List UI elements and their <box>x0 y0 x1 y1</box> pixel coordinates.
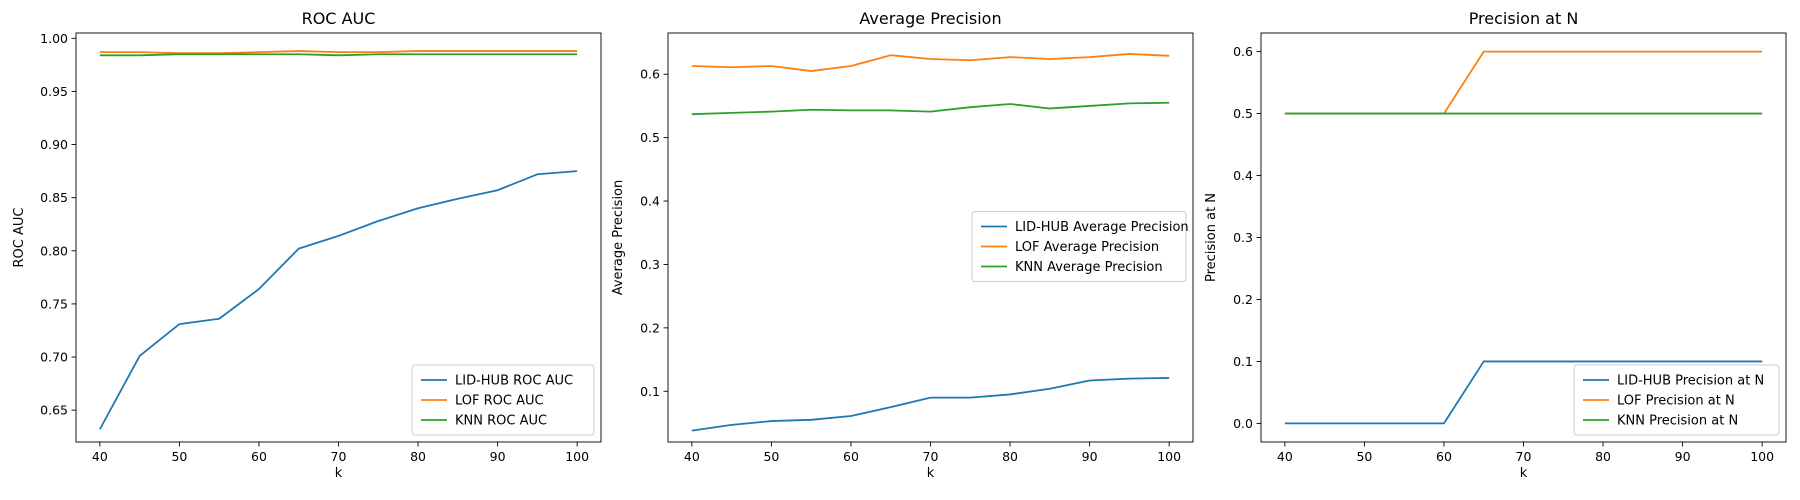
chart0-series-line-2 <box>99 53 578 57</box>
chart0-ytick-label: 0.75 <box>40 296 68 311</box>
chart2-xtick-label: 50 <box>1356 449 1372 464</box>
chart0-legend-label-2: KNN ROC AUC <box>455 414 547 429</box>
chart2-title: Precision at N <box>1469 9 1579 28</box>
chart0-axes-frame <box>75 32 602 443</box>
chart0-xtick-label: 80 <box>410 449 426 464</box>
chart1-ylabel: Average Precision <box>611 180 626 296</box>
chart0-xtick-label: 50 <box>171 449 187 464</box>
chart2-xtick-label: 100 <box>1750 449 1774 464</box>
chart1-xtick-label: 100 <box>1157 449 1181 464</box>
chart2-xtick-label: 70 <box>1516 449 1532 464</box>
chart0-xtick-label: 90 <box>490 449 506 464</box>
chart0-ytick-label: 0.90 <box>40 137 68 152</box>
chart1-ytick-label: 0.6 <box>640 67 660 82</box>
chart0-legend-label-1: LOF ROC AUC <box>455 394 544 409</box>
chart0-panel: ROC AUC 40 50 60 70 80 90 100 0.65 0.70 0.75 0.80 0.… <box>12 9 602 481</box>
chart1-xlabel: k <box>927 466 935 481</box>
chart2-xtick-label: 90 <box>1675 449 1691 464</box>
chart2-series-line-0 <box>1284 360 1763 425</box>
chart0-ylabel: ROC AUC <box>12 208 27 268</box>
chart2-legend-label-1: LOF Precision at N <box>1617 394 1735 409</box>
chart0-xtick-label: 40 <box>92 449 108 464</box>
chart0-xtick-label: 100 <box>565 449 589 464</box>
chart2-ytick-label: 0.6 <box>1233 44 1253 59</box>
chart2-xtick-label: 60 <box>1436 449 1452 464</box>
chart1-xtick-label: 90 <box>1082 449 1098 464</box>
chart1-series-line-2 <box>691 101 1170 116</box>
chart1-ytick-label: 0.4 <box>640 194 660 209</box>
chart0-xtick-label: 60 <box>251 449 267 464</box>
chart1-series-line-1 <box>691 53 1170 72</box>
chart1-legend-label-1: LOF Average Precision <box>1015 240 1159 255</box>
chart0-series-line-0 <box>99 170 578 430</box>
chart2-xlabel: k <box>1520 466 1528 481</box>
chart1-xtick-label: 60 <box>843 449 859 464</box>
chart0-legend: LID-HUB ROC AUC LOF ROC AUC KNN ROC AUC <box>411 364 595 436</box>
chart2-legend: LID-HUB Precision at N LOF Precision at N… <box>1573 364 1780 436</box>
chart0-legend-label-0: LID-HUB ROC AUC <box>455 374 573 389</box>
chart2-xtick-label: 40 <box>1277 449 1293 464</box>
chart2-ytick-label: 0.3 <box>1233 230 1253 245</box>
chart1-legend-label-0: LID-HUB Average Precision <box>1015 220 1189 235</box>
chart2-ytick-label: 0.0 <box>1233 416 1253 431</box>
chart1-xtick-label: 70 <box>923 449 939 464</box>
chart2-series-line-1 <box>1284 50 1763 115</box>
chart1-xtick-label: 50 <box>763 449 779 464</box>
chart0-xtick-label: 70 <box>331 449 347 464</box>
chart1-axes-frame <box>667 32 1194 443</box>
chart2-ytick-label: 0.5 <box>1233 106 1253 121</box>
chart1-panel: Average Precision 40 50 60 70 80 90 100 0.1 0.2 0.… <box>611 9 1194 481</box>
chart2-ytick-label: 0.2 <box>1233 292 1253 307</box>
chart2-legend-box <box>1573 364 1780 436</box>
chart0-ytick-label: 0.85 <box>40 190 68 205</box>
chart2-ylabel: Precision at N <box>1204 193 1219 282</box>
chart2-axes-frame <box>1260 32 1787 443</box>
chart1-legend: LID-HUB Average Precision LOF Average Pre… <box>971 211 1189 282</box>
chart1-ytick-label: 0.1 <box>640 384 660 399</box>
chart2-ytick-label: 0.1 <box>1233 354 1253 369</box>
chart0-xlabel: k <box>335 466 343 481</box>
chart2-ytick-label: 0.4 <box>1233 168 1253 183</box>
chart1-legend-label-2: KNN Average Precision <box>1015 260 1163 275</box>
chart2-xtick-label: 80 <box>1595 449 1611 464</box>
chart0-legend-box <box>411 364 595 436</box>
chart0-title: ROC AUC <box>302 9 376 28</box>
chart0-ytick-label: 0.80 <box>40 243 68 258</box>
chart2-legend-label-0: LID-HUB Precision at N <box>1617 374 1764 389</box>
chart2-legend-label-2: KNN Precision at N <box>1617 414 1738 429</box>
chart1-ytick-label: 0.5 <box>640 130 660 145</box>
chart0-ytick-label: 0.65 <box>40 403 68 418</box>
chart1-series-line-0 <box>691 377 1170 432</box>
chart1-xtick-label: 80 <box>1002 449 1018 464</box>
chart1-xtick-label: 40 <box>684 449 700 464</box>
chart1-ytick-label: 0.2 <box>640 320 660 335</box>
chart0-ytick-label: 1.00 <box>40 31 68 46</box>
chart1-title: Average Precision <box>859 9 1001 28</box>
chart0-series-line-1 <box>99 50 578 55</box>
chart1-ytick-label: 0.3 <box>640 257 660 272</box>
chart2-panel: Precision at N 40 50 60 70 80 90 100 0.0 0.1 0.2 0.… <box>1204 9 1787 481</box>
chart0-ytick-label: 0.70 <box>40 350 68 365</box>
chart1-legend-box <box>971 211 1187 282</box>
chart0-ytick-label: 0.95 <box>40 84 68 99</box>
